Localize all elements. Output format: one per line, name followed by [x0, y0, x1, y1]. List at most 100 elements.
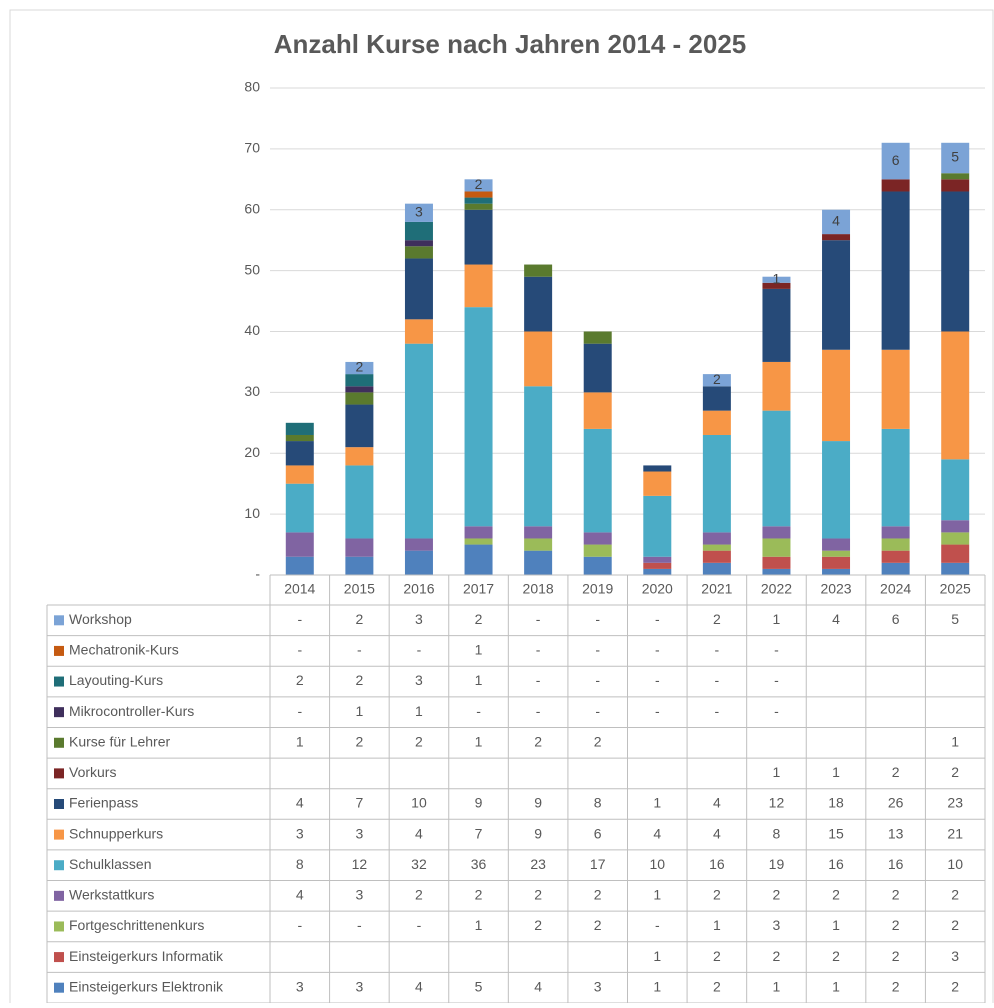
bar-segment: [643, 495, 672, 557]
table-cell: 1: [773, 611, 781, 627]
bar-segment: [881, 526, 910, 539]
table-cell: 1: [475, 733, 483, 749]
bar-segment: [464, 538, 493, 545]
legend-swatch: [54, 921, 64, 932]
y-tick-label: 70: [244, 140, 260, 156]
bar-segment: [583, 392, 612, 429]
data-label: 5: [951, 149, 959, 165]
legend-swatch: [54, 737, 64, 748]
table-cell: -: [595, 672, 600, 688]
table-cell: 1: [832, 917, 840, 933]
bar-segment: [404, 240, 433, 247]
table-cell: 1: [773, 764, 781, 780]
x-tick-label: 2022: [761, 581, 792, 597]
bar-segment: [702, 562, 731, 575]
bar-segment: [524, 550, 553, 575]
bar-segment: [881, 191, 910, 350]
table-cell: 2: [355, 672, 363, 688]
legend-label: Einsteigerkurs Informatik: [69, 948, 224, 964]
bar-segment: [464, 264, 493, 308]
legend-label: Schulklassen: [69, 856, 152, 872]
chart-title: Anzahl Kurse nach Jahren 2014 - 2025: [274, 29, 747, 59]
bar-segment: [524, 276, 553, 332]
data-label: 2: [355, 359, 363, 375]
table-cell: -: [297, 917, 302, 933]
table-cell: 1: [713, 917, 721, 933]
bar-segment: [762, 538, 791, 557]
table-cell: 1: [296, 733, 304, 749]
bar-segment: [822, 349, 851, 442]
legend-swatch: [54, 890, 64, 901]
bar-segment: [881, 428, 910, 527]
legend-label: Kurse für Lehrer: [69, 733, 170, 749]
table-cell: 1: [475, 917, 483, 933]
legend-swatch: [54, 615, 64, 626]
table-cell: -: [536, 642, 541, 658]
table-cell: 9: [534, 795, 542, 811]
table-cell: 2: [713, 948, 721, 964]
x-tick-label: 2024: [880, 581, 911, 597]
bar-segment: [762, 361, 791, 411]
legend-swatch: [54, 707, 64, 718]
legend-swatch: [54, 829, 64, 840]
legend-label: Vorkurs: [69, 764, 116, 780]
bar-segment: [702, 386, 731, 411]
table-cell: -: [655, 611, 660, 627]
bar-segment: [643, 465, 672, 472]
table-cell: -: [595, 642, 600, 658]
table-cell: -: [417, 642, 422, 658]
table-cell: 4: [296, 887, 304, 903]
y-tick-label: 80: [244, 79, 260, 95]
table-cell: -: [297, 703, 302, 719]
table-cell: -: [476, 703, 481, 719]
table-cell: 10: [650, 856, 666, 872]
table-cell: 2: [534, 733, 542, 749]
data-label: 3: [415, 203, 423, 219]
bar-segment: [762, 276, 791, 283]
bar-segment: [285, 465, 314, 484]
bar-segment: [285, 441, 314, 466]
bar-segment: [464, 209, 493, 265]
table-cell: 2: [951, 887, 959, 903]
table-cell: -: [297, 642, 302, 658]
bar-segment: [822, 568, 851, 575]
table-cell: -: [595, 611, 600, 627]
table-cell: 6: [594, 825, 602, 841]
bar-segment: [881, 349, 910, 429]
bar-segment: [524, 538, 553, 551]
bar-segment: [464, 179, 493, 192]
bar-segment: [404, 221, 433, 241]
bar-segment: [941, 459, 970, 521]
bar-segment: [762, 410, 791, 527]
bar-segment: [822, 538, 851, 551]
table-cell: 9: [534, 825, 542, 841]
table-cell: 5: [951, 611, 959, 627]
table-cell: -: [297, 611, 302, 627]
table-cell: 2: [475, 887, 483, 903]
table-cell: 1: [832, 978, 840, 994]
bar-segment: [524, 264, 553, 277]
bar-segment: [941, 179, 970, 192]
table-cell: 4: [415, 825, 423, 841]
bar-segment: [762, 568, 791, 575]
bar-segment: [285, 483, 314, 533]
table-cell: 2: [713, 887, 721, 903]
data-label: 2: [475, 176, 483, 192]
table-cell: 26: [888, 795, 904, 811]
bar-segment: [881, 142, 910, 180]
table-cell: 6: [892, 611, 900, 627]
table-cell: 13: [888, 825, 904, 841]
table-cell: 2: [415, 733, 423, 749]
x-tick-label: 2017: [463, 581, 494, 597]
table-cell: -: [417, 917, 422, 933]
table-cell: 8: [594, 795, 602, 811]
table-cell: -: [774, 672, 779, 688]
x-tick-label: 2021: [701, 581, 732, 597]
table-cell: 16: [709, 856, 725, 872]
table-cell: 4: [415, 978, 423, 994]
bar-segment: [345, 386, 374, 393]
table-cell: 3: [296, 825, 304, 841]
table-cell: 3: [773, 917, 781, 933]
table-cell: 16: [888, 856, 904, 872]
